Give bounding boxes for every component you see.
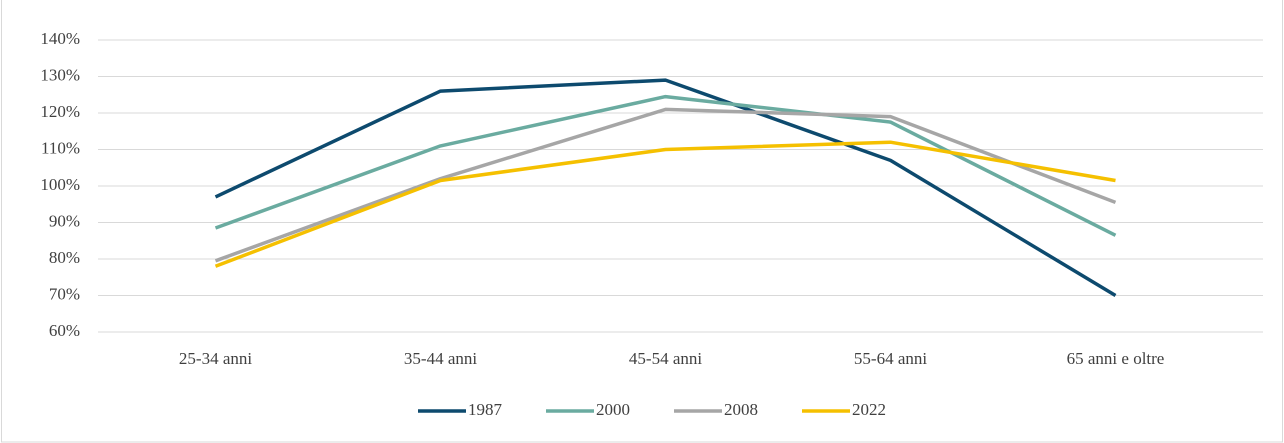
x-tick-label: 55-64 anni bbox=[854, 349, 927, 368]
legend-label: 2022 bbox=[852, 400, 886, 419]
x-tick-label: 65 anni e oltre bbox=[1067, 349, 1165, 368]
y-tick-label: 130% bbox=[40, 65, 80, 84]
legend-label: 2000 bbox=[596, 400, 630, 419]
series-line bbox=[214, 94, 1117, 237]
series-line bbox=[214, 107, 1117, 263]
y-tick-label: 70% bbox=[49, 284, 80, 303]
y-tick-label: 90% bbox=[49, 211, 80, 230]
y-tick-label: 100% bbox=[40, 175, 80, 194]
y-tick-label: 110% bbox=[41, 138, 80, 157]
y-tick-label: 60% bbox=[49, 321, 80, 340]
y-tick-label: 120% bbox=[40, 102, 80, 121]
y-tick-label: 140% bbox=[40, 29, 80, 48]
y-tick-label: 80% bbox=[49, 248, 80, 267]
x-tick-label: 45-54 anni bbox=[629, 349, 702, 368]
x-tick-label: 35-44 anni bbox=[404, 349, 477, 368]
legend-label: 2008 bbox=[724, 400, 758, 419]
x-tick-label: 25-34 anni bbox=[179, 349, 252, 368]
series-line bbox=[214, 78, 1117, 298]
series-line bbox=[214, 140, 1116, 268]
legend-label: 1987 bbox=[468, 400, 503, 419]
